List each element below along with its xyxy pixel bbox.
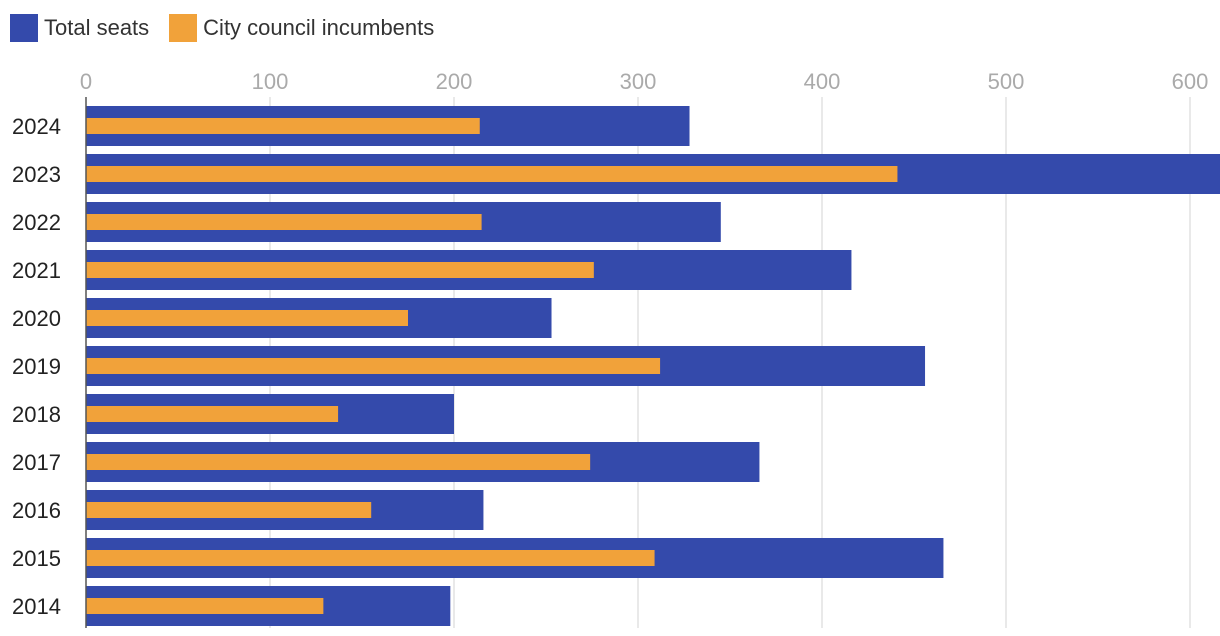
x-tick-label-500: 500 — [988, 69, 1025, 94]
category-label-2016: 2016 — [12, 498, 61, 523]
category-label-2022: 2022 — [12, 210, 61, 235]
category-label-2018: 2018 — [12, 402, 61, 427]
x-tick-label-400: 400 — [804, 69, 841, 94]
bar-city-council-incumbents-2021[interactable] — [86, 262, 594, 278]
bar-city-council-incumbents-2022[interactable] — [86, 214, 482, 230]
bar-city-council-incumbents-2015[interactable] — [86, 550, 655, 566]
legend-label-total-seats: Total seats — [44, 15, 150, 40]
legend-item-city-council-incumbents[interactable]: City council incumbents — [169, 14, 434, 42]
bar-city-council-incumbents-2016[interactable] — [86, 502, 372, 518]
legend: Total seats City council incumbents — [10, 13, 454, 43]
category-label-2023: 2023 — [12, 162, 61, 187]
bar-city-council-incumbents-2024[interactable] — [86, 118, 480, 134]
category-label-2020: 2020 — [12, 306, 61, 331]
x-tick-label-0: 0 — [80, 69, 92, 94]
x-tick-label-100: 100 — [252, 69, 289, 94]
legend-swatch-city-council-incumbents — [169, 14, 198, 42]
category-label-2015: 2015 — [12, 546, 61, 571]
legend-item-total-seats[interactable]: Total seats — [10, 14, 149, 42]
x-tick-label-200: 200 — [436, 69, 473, 94]
category-label-2021: 2021 — [12, 258, 61, 283]
x-tick-label-300: 300 — [620, 69, 657, 94]
bars — [86, 106, 1220, 626]
bar-city-council-incumbents-2023[interactable] — [86, 166, 898, 182]
legend-label-city-council-incumbents: City council incumbents — [203, 15, 435, 40]
bar-city-council-incumbents-2018[interactable] — [86, 406, 339, 422]
bar-city-council-incumbents-2017[interactable] — [86, 454, 591, 470]
category-label-2014: 2014 — [12, 594, 61, 619]
bar-city-council-incumbents-2019[interactable] — [86, 358, 661, 374]
y-axis-categories: 2024 2023 2022 2021 2020 2019 2018 2017 2016 2015… — [12, 114, 61, 619]
bar-city-council-incumbents-2014[interactable] — [86, 598, 324, 614]
category-label-2019: 2019 — [12, 354, 61, 379]
legend-swatch-total-seats — [10, 14, 38, 42]
x-tick-label-600: 600 — [1172, 69, 1209, 94]
category-label-2017: 2017 — [12, 450, 61, 475]
x-axis-ticks: 0 100 200 300 400 500 600 — [80, 69, 1208, 94]
bar-city-council-incumbents-2020[interactable] — [86, 310, 408, 326]
category-label-2024: 2024 — [12, 114, 61, 139]
